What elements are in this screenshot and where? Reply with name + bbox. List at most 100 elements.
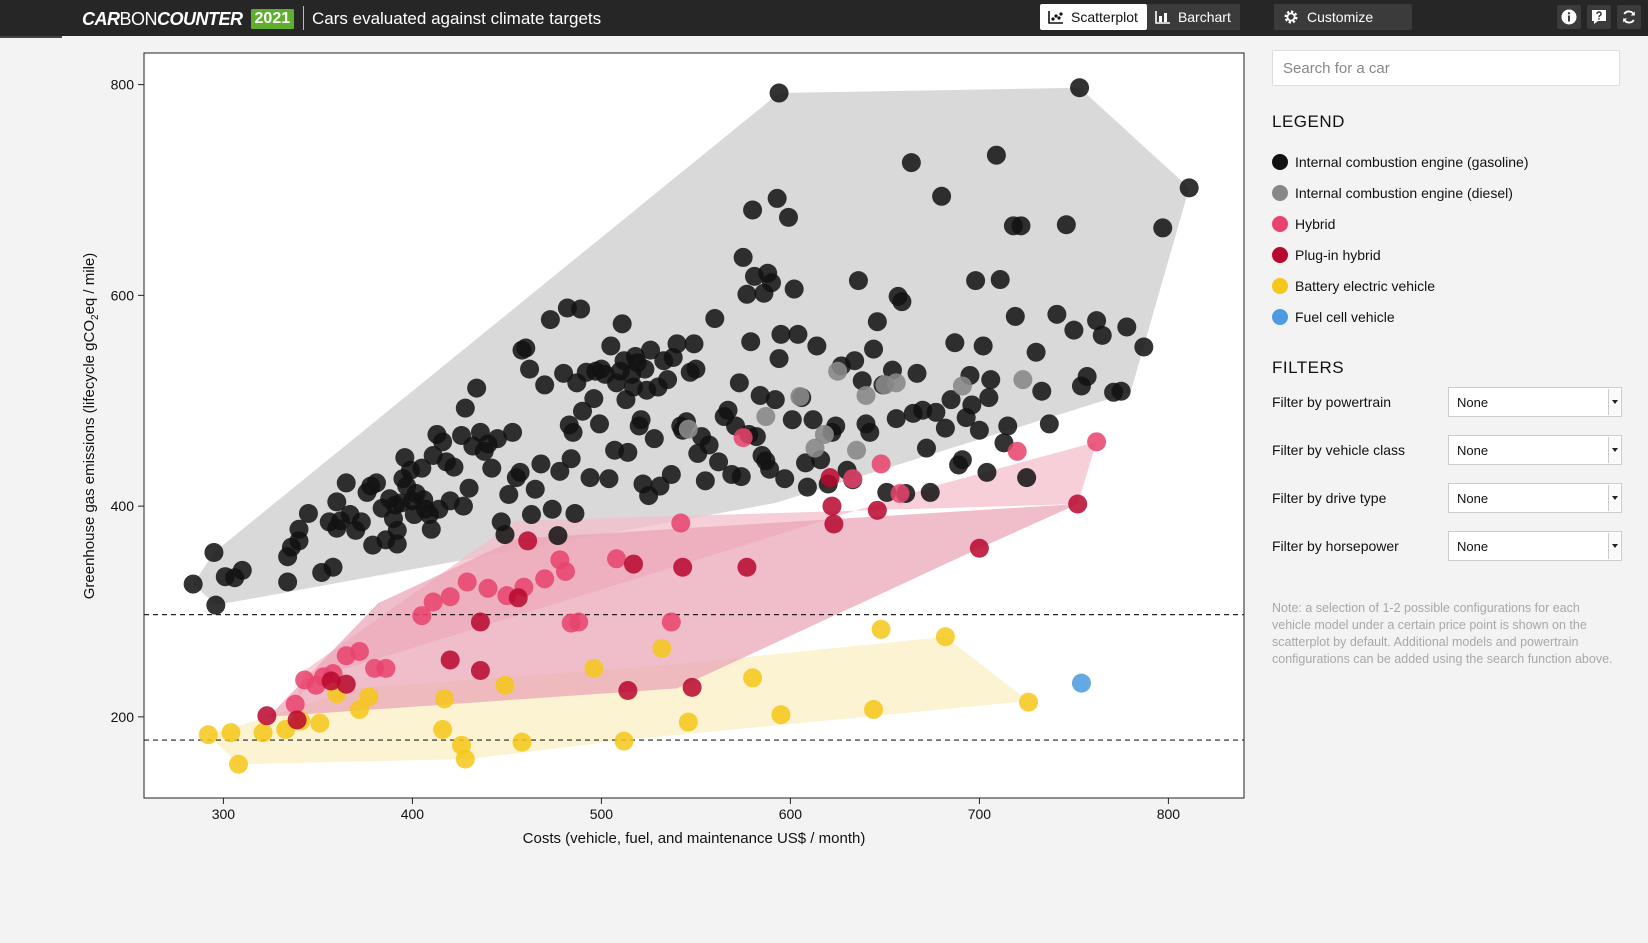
gasoline-point[interactable]	[421, 519, 441, 539]
powertrain-select[interactable]: None	[1448, 387, 1622, 417]
gasoline-point[interactable]	[206, 595, 226, 615]
bev-point[interactable]	[198, 725, 218, 745]
gasoline-point[interactable]	[601, 336, 621, 356]
gasoline-point[interactable]	[886, 409, 906, 429]
bev-point[interactable]	[253, 723, 273, 743]
gasoline-point[interactable]	[503, 422, 523, 442]
bev-point[interactable]	[771, 705, 791, 725]
gasoline-point[interactable]	[204, 542, 224, 562]
drive-type-select[interactable]: None	[1448, 483, 1622, 513]
gasoline-point[interactable]	[864, 339, 884, 359]
plugin-point[interactable]	[518, 531, 538, 551]
gasoline-point[interactable]	[892, 292, 912, 312]
gasoline-point[interactable]	[1153, 218, 1173, 238]
plugin-point[interactable]	[1068, 494, 1088, 514]
gasoline-point[interactable]	[444, 457, 464, 477]
gasoline-point[interactable]	[366, 473, 386, 493]
gasoline-point[interactable]	[733, 247, 753, 267]
gasoline-point[interactable]	[743, 200, 763, 220]
gasoline-point[interactable]	[565, 503, 585, 523]
gasoline-point[interactable]	[1056, 215, 1076, 235]
gasoline-point[interactable]	[351, 512, 371, 532]
bev-point[interactable]	[864, 699, 884, 719]
hybrid-point[interactable]	[412, 606, 432, 626]
gasoline-point[interactable]	[520, 359, 540, 379]
bev-point[interactable]	[435, 689, 455, 709]
hybrid-point[interactable]	[569, 612, 589, 632]
legend-item-battery-electric[interactable]: Battery electric vehicle	[1272, 270, 1622, 301]
gasoline-point[interactable]	[750, 385, 770, 405]
gasoline-point[interactable]	[920, 482, 940, 502]
legend-item-hybrid[interactable]: Hybrid	[1272, 208, 1622, 239]
gasoline-point[interactable]	[525, 479, 545, 499]
hybrid-point[interactable]	[423, 592, 443, 612]
barchart-view-button[interactable]: Barchart	[1146, 4, 1240, 30]
gasoline-point[interactable]	[584, 389, 604, 409]
gasoline-point[interactable]	[941, 390, 961, 410]
gasoline-point[interactable]	[232, 560, 252, 580]
diesel-point[interactable]	[828, 361, 848, 381]
bev-point[interactable]	[584, 658, 604, 678]
gasoline-point[interactable]	[1077, 367, 1097, 387]
plugin-point[interactable]	[820, 468, 840, 488]
gasoline-point[interactable]	[935, 418, 955, 438]
gasoline-point[interactable]	[183, 574, 203, 594]
gasoline-point[interactable]	[761, 273, 781, 293]
gasoline-point[interactable]	[554, 363, 574, 383]
gasoline-point[interactable]	[932, 186, 952, 206]
gasoline-point[interactable]	[797, 477, 817, 497]
plugin-point[interactable]	[470, 612, 490, 632]
gasoline-point[interactable]	[1011, 216, 1031, 236]
gasoline-point[interactable]	[641, 340, 661, 360]
gasoline-point[interactable]	[644, 429, 664, 449]
gasoline-point[interactable]	[803, 410, 823, 430]
gasoline-point[interactable]	[1026, 342, 1046, 362]
gasoline-point[interactable]	[718, 400, 738, 420]
gasoline-point[interactable]	[510, 462, 530, 482]
bev-point[interactable]	[614, 731, 634, 751]
gasoline-point[interactable]	[459, 478, 479, 498]
gasoline-point[interactable]	[323, 557, 343, 577]
gasoline-point[interactable]	[973, 336, 993, 356]
plugin-point[interactable]	[257, 706, 277, 726]
plugin-point[interactable]	[618, 681, 638, 701]
gasoline-point[interactable]	[741, 332, 761, 352]
gasoline-point[interactable]	[767, 188, 787, 208]
legend-item-fuel-cell[interactable]: Fuel cell vehicle	[1272, 301, 1622, 332]
customize-button[interactable]: Customize	[1274, 4, 1412, 30]
plugin-point[interactable]	[470, 660, 490, 680]
diesel-point[interactable]	[790, 387, 810, 407]
gasoline-point[interactable]	[540, 310, 560, 330]
gasoline-point[interactable]	[561, 449, 581, 469]
gasoline-point[interactable]	[599, 469, 619, 489]
gasoline-point[interactable]	[916, 438, 936, 458]
gasoline-point[interactable]	[771, 324, 791, 344]
gasoline-point[interactable]	[535, 375, 555, 395]
gasoline-point[interactable]	[482, 458, 502, 478]
gasoline-point[interactable]	[784, 279, 804, 299]
bev-point[interactable]	[935, 627, 955, 647]
hybrid-point[interactable]	[457, 572, 477, 592]
info-button[interactable]	[1557, 5, 1581, 29]
gasoline-point[interactable]	[852, 371, 872, 391]
gasoline-point[interactable]	[1070, 78, 1090, 98]
gasoline-point[interactable]	[635, 359, 655, 379]
gasoline-point[interactable]	[926, 402, 946, 422]
diesel-point[interactable]	[756, 407, 776, 427]
gasoline-point[interactable]	[548, 526, 568, 546]
gasoline-point[interactable]	[580, 468, 600, 488]
gasoline-point[interactable]	[631, 410, 651, 430]
gasoline-point[interactable]	[658, 370, 678, 390]
gasoline-point[interactable]	[542, 499, 562, 519]
plugin-point[interactable]	[624, 554, 644, 574]
gasoline-point[interactable]	[907, 363, 927, 383]
gasoline-point[interactable]	[1032, 381, 1052, 401]
gasoline-point[interactable]	[516, 338, 536, 358]
gasoline-point[interactable]	[1017, 468, 1037, 488]
gasoline-point[interactable]	[769, 349, 789, 369]
hybrid-point[interactable]	[535, 569, 555, 589]
hybrid-point[interactable]	[661, 612, 681, 632]
gasoline-point[interactable]	[1005, 306, 1025, 326]
gasoline-point[interactable]	[495, 525, 515, 545]
gasoline-point[interactable]	[327, 492, 347, 512]
